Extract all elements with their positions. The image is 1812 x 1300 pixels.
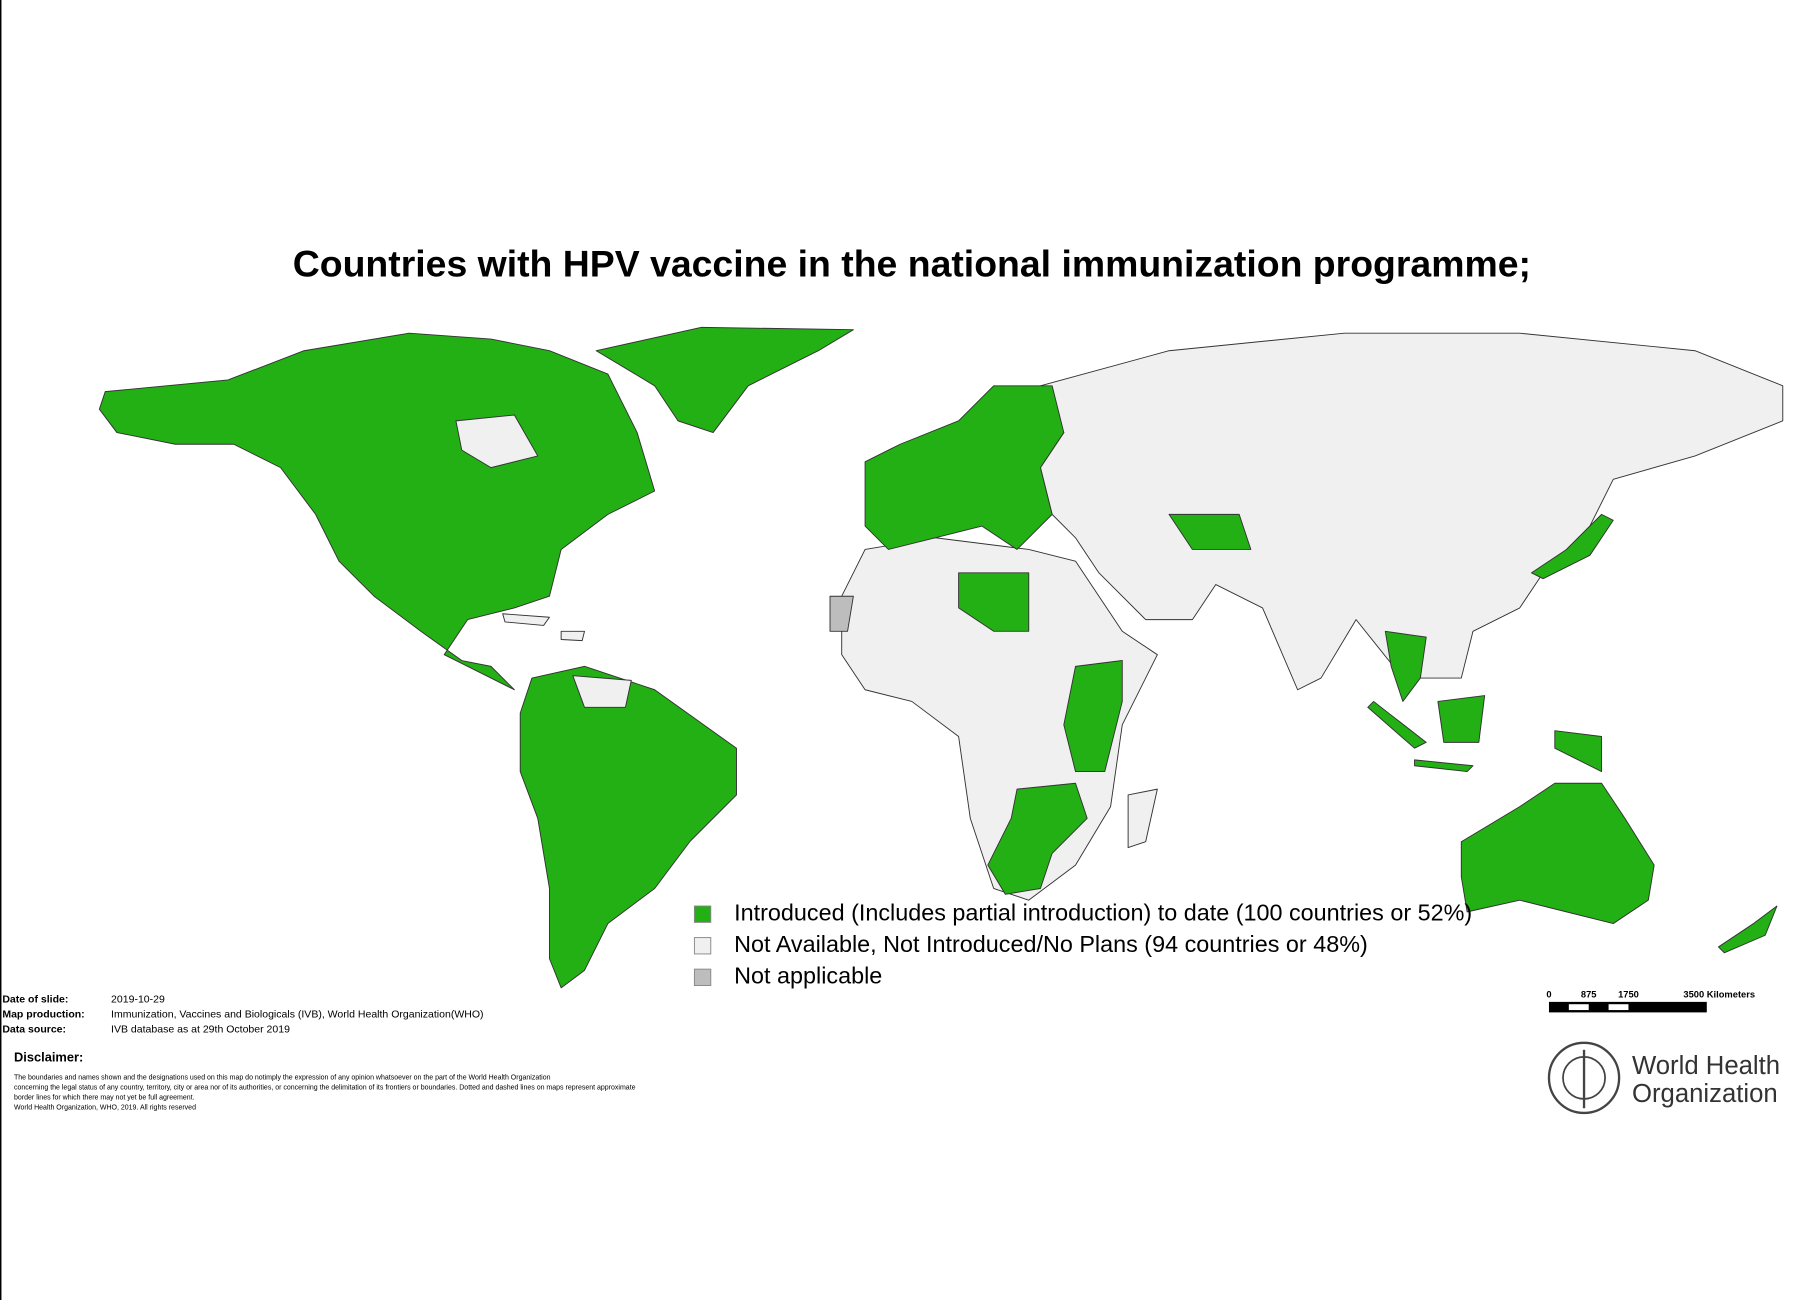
australia xyxy=(1460,782,1655,925)
legend-label: Not Available, Not Introduced/No Plans (… xyxy=(734,931,1368,957)
logo-text: Organization xyxy=(1632,1080,1778,1108)
footer-key: Date of slide: xyxy=(2,993,68,1005)
central-asia xyxy=(1168,513,1252,550)
legend-label: Introduced (Includes partial introductio… xyxy=(734,899,1472,925)
western-sahara xyxy=(829,595,854,632)
scale-bar-segment xyxy=(1568,1004,1589,1011)
scale-bar-segment xyxy=(1608,1004,1629,1011)
who-logo: World Health Organization xyxy=(1547,1041,1780,1115)
thailand xyxy=(1384,630,1427,702)
png xyxy=(1554,730,1603,773)
scale-label: 1750 xyxy=(1618,989,1639,999)
new-zealand xyxy=(1718,905,1778,954)
footer-value: IVB database as at 29th October 2019 xyxy=(111,1024,290,1036)
footer-key: Data source: xyxy=(2,1024,66,1036)
logo-emblem xyxy=(1547,1041,1621,1115)
legend-label: Not applicable xyxy=(734,963,882,989)
indonesia xyxy=(1367,695,1486,773)
legend-swatch xyxy=(693,905,712,923)
disclaimer-line: The boundaries and names shown and the d… xyxy=(14,1075,551,1082)
footer-key: Map production: xyxy=(2,1009,84,1021)
footer-value: 2019-10-29 xyxy=(111,993,165,1005)
scale-label: 875 xyxy=(1581,989,1597,999)
disclaimer-line: concerning the legal status of any count… xyxy=(14,1085,636,1092)
disclaimer-line: border lines for which there may not yet… xyxy=(14,1095,195,1102)
footer: Date of slide: 2019-10-29 Map production: I… xyxy=(2,993,635,1111)
scale-label: 0 xyxy=(1546,989,1551,999)
map-title: Countries with HPV vaccine in the nation… xyxy=(293,242,1531,284)
europe xyxy=(864,385,1065,550)
southern-africa xyxy=(987,782,1088,895)
caribbean xyxy=(502,613,585,642)
madagascar xyxy=(1127,788,1158,849)
legend: Introduced (Includes partial introductio… xyxy=(693,899,1472,989)
east-africa xyxy=(1063,660,1123,773)
greenland xyxy=(595,326,854,434)
logo-text: World Health xyxy=(1632,1052,1780,1080)
footer-value: Immunization, Vaccines and Biologicals (… xyxy=(111,1009,483,1021)
scale-bar: 0 875 1750 3500 Kilometers xyxy=(1546,989,1755,1013)
asia xyxy=(1039,332,1784,691)
south-america xyxy=(519,665,737,989)
legend-swatch xyxy=(693,968,712,986)
venezuela xyxy=(572,675,632,708)
legend-swatch xyxy=(693,937,712,955)
scale-label: 3500 Kilometers xyxy=(1683,989,1755,999)
libya xyxy=(958,572,1030,632)
japan xyxy=(1530,513,1614,580)
disclaimer-line: World Health Organization, WHO, 2019. Al… xyxy=(14,1105,196,1112)
scale-labels: 0 875 1750 3500 Kilometers xyxy=(1546,989,1755,999)
world-map xyxy=(98,326,1784,989)
disclaimer-title: Disclaimer: xyxy=(14,1049,83,1064)
hudson-bay xyxy=(455,414,539,469)
